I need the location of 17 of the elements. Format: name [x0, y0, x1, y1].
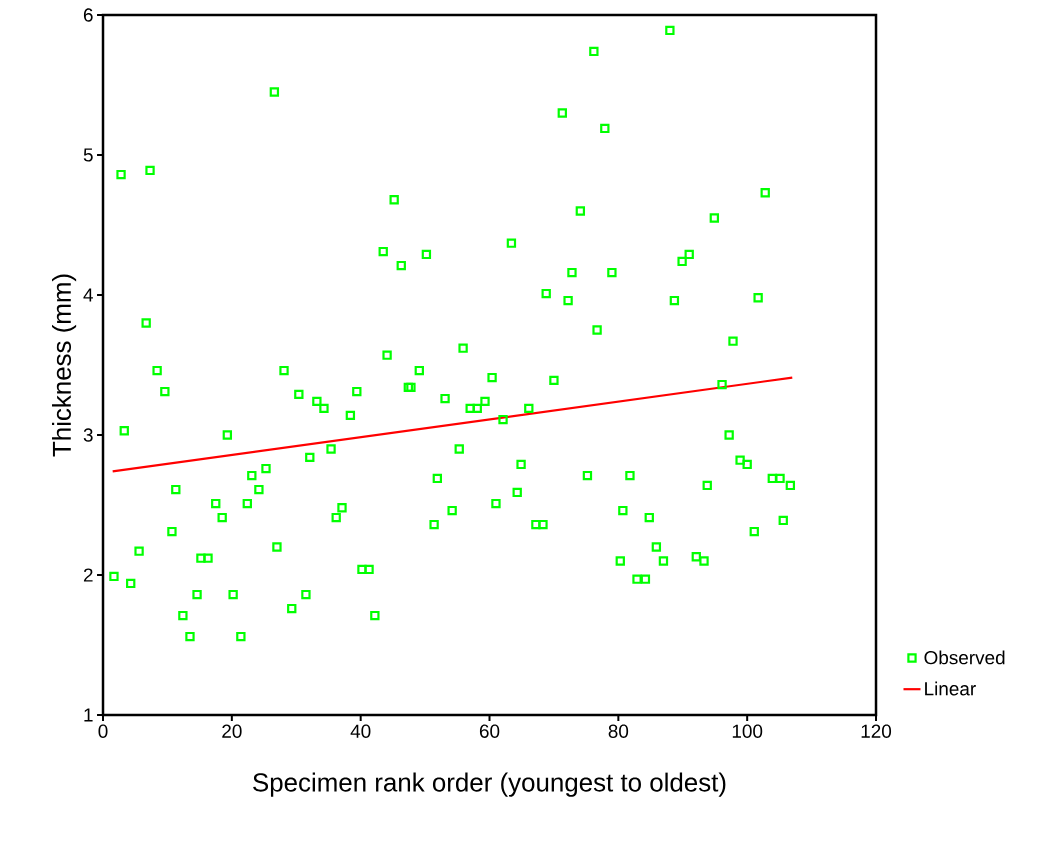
y-axis-title: Thickness (mm) — [52, 274, 77, 457]
x-axis-title: Specimen rank order (youngest to oldest) — [253, 772, 726, 797]
y-tick-label: 5 — [83, 148, 93, 162]
y-tick-label: 3 — [83, 428, 93, 442]
x-tick-label: 120 — [861, 724, 892, 738]
legend-label: Linear — [925, 681, 976, 696]
legend-label: Observed — [924, 650, 1005, 665]
x-tick-label: 0 — [98, 724, 108, 738]
y-tick-label: 1 — [84, 708, 93, 722]
y-tick-label: 2 — [83, 568, 93, 582]
y-tick-label: 4 — [83, 288, 93, 302]
x-tick-label: 60 — [479, 724, 500, 738]
x-tick-label: 40 — [350, 724, 371, 738]
x-tick-label: 100 — [732, 724, 763, 738]
x-tick-label: 20 — [222, 724, 242, 738]
x-tick-label: 80 — [608, 724, 629, 738]
y-tick-label: 6 — [83, 8, 93, 22]
